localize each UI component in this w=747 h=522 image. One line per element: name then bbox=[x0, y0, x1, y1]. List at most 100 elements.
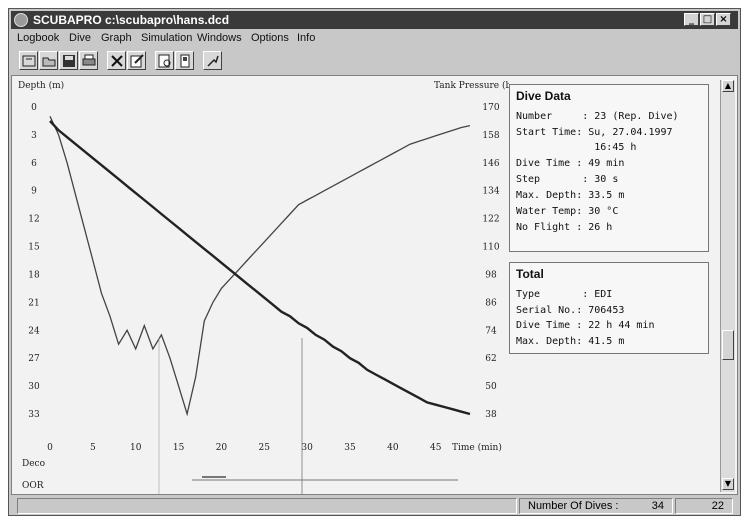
menu-logbook[interactable]: Logbook bbox=[17, 32, 60, 44]
depth-axis-label: Depth (m) bbox=[18, 80, 64, 91]
time-tick-label: 10 bbox=[130, 443, 142, 453]
menu-dive[interactable]: Dive bbox=[69, 32, 92, 44]
no-flight-row: No Flight : 26 h bbox=[516, 222, 613, 233]
pressure-tick-label: 122 bbox=[482, 215, 499, 225]
status-dive-count: Number Of Dives : 34 bbox=[519, 498, 673, 514]
maximize-button[interactable]: □ bbox=[700, 13, 715, 26]
time-tick-label: 25 bbox=[259, 443, 271, 453]
total-max-depth-row: Max. Depth: 41.5 m bbox=[516, 336, 625, 347]
depth-tick-label: 18 bbox=[28, 270, 40, 280]
pressure-tick-label: 98 bbox=[485, 270, 497, 280]
delete-icon bbox=[111, 55, 123, 67]
tank-pressure-axis-label: Tank Pressure (bar) bbox=[434, 80, 509, 91]
time-axis-label: Time (min) bbox=[452, 442, 502, 453]
edit-icon bbox=[130, 54, 144, 68]
tank-pressure-line bbox=[49, 120, 471, 416]
dive-number-row: Number : 23 (Rep. Dive) bbox=[516, 111, 679, 122]
open-folder-icon bbox=[42, 57, 56, 67]
dive-count-value: 34 bbox=[651, 500, 664, 512]
pressure-tick-label: 134 bbox=[482, 187, 499, 197]
main-window: SCUBAPRO c:\scubapro\hans.dcd _ □ × Logb… bbox=[8, 8, 741, 516]
time-tick-label: 20 bbox=[216, 443, 228, 453]
status-current-dive: 22 bbox=[675, 498, 733, 514]
toolbar bbox=[11, 49, 738, 73]
dive-data-box: Dive Data Number : 23 (Rep. Dive) Start … bbox=[509, 84, 709, 252]
time-tick-label: 5 bbox=[90, 443, 96, 453]
info-panel: Dive Data Number : 23 (Rep. Dive) Start … bbox=[509, 82, 715, 492]
depth-tick-label: 27 bbox=[28, 354, 40, 364]
scroll-up-arrow-icon[interactable]: ▲ bbox=[722, 80, 734, 92]
max-depth-row: Max. Depth: 33.5 m bbox=[516, 190, 625, 201]
start-time-row: Start Time: Su, 27.04.1997 bbox=[516, 127, 673, 138]
window-title: SCUBAPRO c:\scubapro\hans.dcd bbox=[33, 13, 230, 27]
menu-bar: Logbook Dive Graph Simulation Windows Op… bbox=[11, 30, 738, 48]
time-tick-label: 35 bbox=[344, 443, 356, 453]
dive-time-row: Dive Time : 49 min bbox=[516, 158, 625, 169]
menu-simulation[interactable]: Simulation bbox=[141, 32, 193, 44]
minimize-button[interactable]: _ bbox=[684, 13, 699, 26]
preview-icon bbox=[158, 54, 171, 68]
depth-tick-label: 6 bbox=[31, 159, 37, 169]
save-icon bbox=[63, 55, 75, 67]
serial-row: Serial No.: 706453 bbox=[516, 305, 625, 316]
scubapro-app-icon[interactable] bbox=[14, 13, 28, 27]
pressure-tick-label: 110 bbox=[482, 243, 499, 253]
depth-tick-label: 24 bbox=[28, 326, 40, 336]
step-row: Step : 30 s bbox=[516, 174, 619, 185]
pressure-tick-label: 62 bbox=[485, 354, 496, 364]
dive-data-title: Dive Data bbox=[516, 89, 571, 103]
scroll-thumb[interactable] bbox=[722, 330, 734, 360]
open-logbook-icon bbox=[22, 55, 36, 67]
dive-computer-icon bbox=[180, 54, 190, 68]
depth-profile-line bbox=[49, 116, 471, 417]
pressure-tick-label: 86 bbox=[485, 298, 497, 308]
type-row: Type : EDI bbox=[516, 289, 613, 300]
print-button[interactable] bbox=[79, 51, 98, 70]
vertical-scrollbar[interactable]: ▲ ▼ bbox=[720, 80, 735, 492]
depth-tick-label: 33 bbox=[28, 410, 40, 420]
depth-tick-label: 12 bbox=[28, 215, 39, 225]
open-folder-button[interactable] bbox=[39, 51, 58, 70]
close-button[interactable]: × bbox=[716, 13, 731, 26]
oor-label: OOR bbox=[22, 481, 44, 491]
menu-options[interactable]: Options bbox=[251, 32, 289, 44]
depth-tick-label: 0 bbox=[31, 103, 37, 113]
depth-tick-label: 9 bbox=[31, 187, 37, 197]
pressure-tick-label: 74 bbox=[485, 326, 497, 336]
save-button[interactable] bbox=[59, 51, 78, 70]
print-icon bbox=[82, 54, 96, 66]
pressure-tick-label: 50 bbox=[485, 382, 497, 392]
menu-info[interactable]: Info bbox=[297, 32, 316, 44]
pressure-tick-label: 158 bbox=[482, 131, 499, 141]
status-segment-blank bbox=[17, 498, 517, 514]
edit-button[interactable] bbox=[127, 51, 146, 70]
depth-tick-label: 30 bbox=[28, 382, 40, 392]
dive-count-label: Number Of Dives : bbox=[528, 500, 619, 512]
status-bar: Number Of Dives : 34 22 bbox=[11, 498, 738, 514]
dive-computer-button[interactable] bbox=[175, 51, 194, 70]
depth-tick-label: 15 bbox=[28, 243, 40, 253]
pressure-tick-label: 38 bbox=[485, 410, 497, 420]
time-tick-label: 15 bbox=[173, 443, 185, 453]
depth-tick-label: 21 bbox=[28, 298, 39, 308]
dive-profile-chart[interactable]: Depth (m) Tank Pressure (bar) Time (min)… bbox=[12, 76, 509, 495]
time-tick-label: 45 bbox=[430, 443, 442, 453]
depth-tick-label: 3 bbox=[31, 131, 37, 141]
delete-button[interactable] bbox=[107, 51, 126, 70]
title-bar[interactable]: SCUBAPRO c:\scubapro\hans.dcd _ □ × bbox=[11, 11, 738, 29]
menu-graph[interactable]: Graph bbox=[101, 32, 132, 44]
transfer-button[interactable] bbox=[203, 51, 222, 70]
total-title: Total bbox=[516, 267, 544, 281]
deco-label: Deco bbox=[22, 459, 45, 469]
pressure-tick-label: 170 bbox=[482, 103, 499, 113]
open-logbook-button[interactable] bbox=[19, 51, 38, 70]
total-dive-time-row: Dive Time : 22 h 44 min bbox=[516, 320, 655, 331]
scroll-down-arrow-icon[interactable]: ▼ bbox=[722, 478, 734, 490]
total-box: Total Type : EDI Serial No.: 706453 Dive… bbox=[509, 262, 709, 354]
preview-button[interactable] bbox=[155, 51, 174, 70]
menu-windows[interactable]: Windows bbox=[197, 32, 242, 44]
time-tick-label: 30 bbox=[301, 443, 313, 453]
transfer-icon bbox=[207, 55, 219, 67]
water-temp-row: Water Temp: 30 °C bbox=[516, 206, 619, 217]
dive-view: Depth (m) Tank Pressure (bar) Time (min)… bbox=[11, 75, 738, 495]
